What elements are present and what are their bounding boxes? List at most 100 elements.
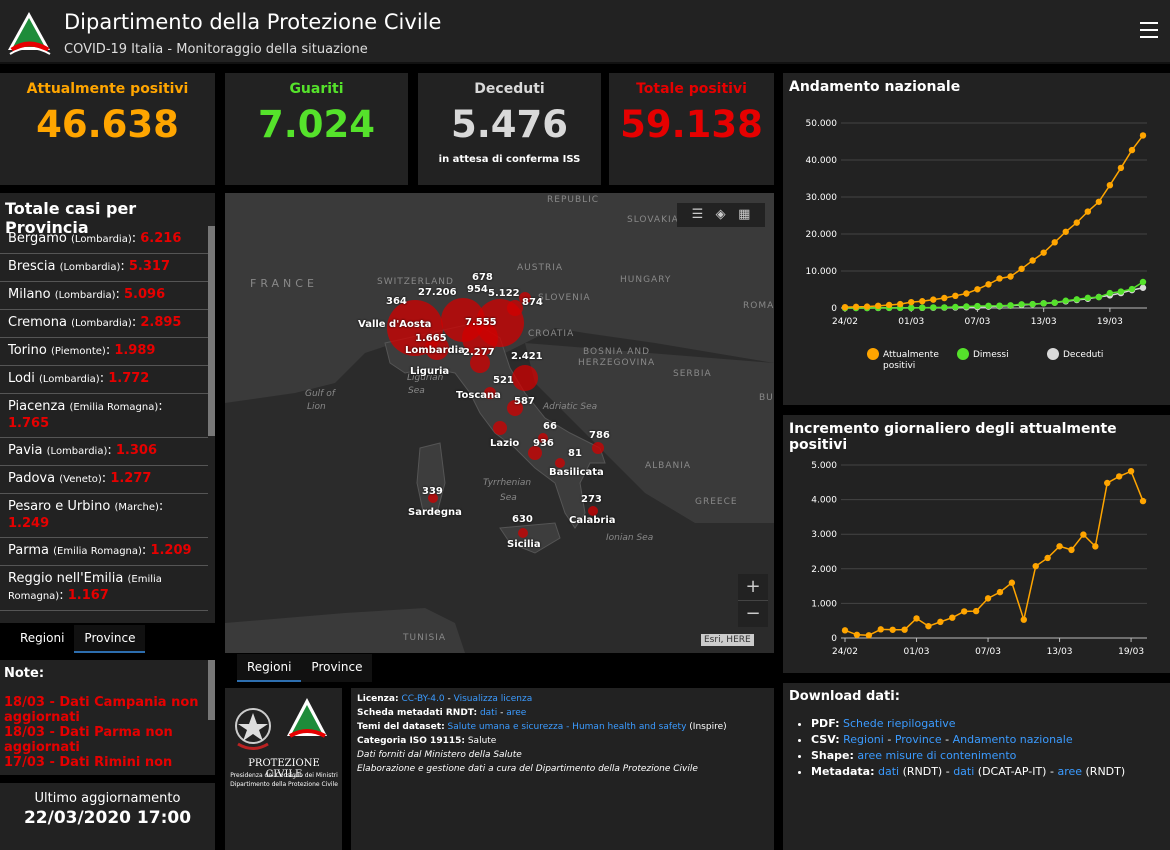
tab-regioni[interactable]: Regioni: [10, 625, 75, 653]
iso-value: Salute: [467, 736, 497, 746]
province-item[interactable]: Cremona (Lombardia): 2.895: [0, 310, 208, 338]
x-tick-label: 07/03: [964, 317, 990, 327]
province-item[interactable]: Pavia (Lombardia): 1.306: [0, 438, 208, 466]
data-point: [1139, 497, 1147, 505]
province-value: 1.167: [67, 588, 109, 603]
province-item[interactable]: Monza e della Brianza (Lombardia): 1.108: [0, 611, 208, 616]
province-item[interactable]: Pesaro e Urbino (Marche): 1.249: [0, 494, 208, 538]
province-item[interactable]: Milano (Lombardia): 5.096: [0, 282, 208, 310]
province-value: 6.216: [140, 231, 182, 246]
province-name: Reggio nell'Emilia: [8, 571, 124, 586]
map-label: HERZEGOVINA: [578, 358, 656, 368]
iso-label: Categoria ISO 19115:: [357, 736, 465, 746]
province-name: Lodi: [8, 371, 35, 386]
x-tick-label: 24/02: [832, 317, 858, 327]
data-point: [985, 281, 992, 288]
tab-province[interactable]: Province: [74, 625, 146, 653]
temi-link[interactable]: Salute umana e sicurezza - Human health …: [447, 722, 687, 732]
data-point: [963, 303, 970, 310]
data-point: [889, 626, 896, 633]
layers-icon[interactable]: ◈: [715, 207, 726, 222]
map-number: 66: [543, 421, 557, 432]
tab-map-province[interactable]: Province: [301, 654, 373, 682]
province-scrollbar[interactable]: [208, 226, 215, 436]
download-panel: Download dati: PDF: Schede riepilogative…: [783, 683, 1170, 850]
province-list[interactable]: Bergamo (Lombardia): 6.216 Brescia (Lomba…: [0, 226, 208, 616]
shape-link[interactable]: aree misure di contenimento: [857, 749, 1017, 762]
scheda-aree-link[interactable]: aree: [506, 708, 527, 718]
note-item: 17/03 - Dati Rimini non: [4, 755, 173, 770]
protezione-civile-emblem: [287, 698, 327, 738]
data-point: [984, 595, 992, 602]
data-point: [1051, 299, 1058, 306]
chart-andamento-panel: Andamento nazionale 0 10.000 20.000 30.000 4…: [783, 73, 1170, 405]
licenza-label: Licenza:: [357, 694, 399, 704]
header: Dipartimento della Protezione Civile COV…: [0, 0, 1170, 64]
map-city-label: Sicilia: [507, 539, 541, 550]
province-region: (Lombardia): [38, 374, 100, 385]
province-name: Pavia: [8, 443, 43, 458]
y-tick-label: 0: [831, 634, 837, 644]
map-number: 678: [472, 272, 493, 283]
notes-scrollbar[interactable]: [208, 660, 215, 720]
meta-dati-dcat-link[interactable]: dati: [953, 765, 975, 778]
map-number: 2.421: [511, 351, 543, 362]
data-point: [1007, 273, 1014, 280]
y-tick-label: 5.000: [811, 461, 837, 471]
zoom-in-button[interactable]: +: [738, 574, 768, 601]
map-city-label: Valle d'Aosta: [358, 319, 432, 330]
basemap-gallery-icon[interactable]: ▦: [738, 207, 751, 222]
hamburger-menu-icon[interactable]: [1140, 22, 1158, 43]
province-item[interactable]: Lodi (Lombardia): 1.772: [0, 366, 208, 394]
province-item[interactable]: Brescia (Lombardia): 5.317: [0, 254, 208, 282]
map-number: 587: [514, 396, 535, 407]
csv-regioni-link[interactable]: Regioni: [843, 733, 884, 746]
province-item[interactable]: Piacenza (Emilia Romagna): 1.765: [0, 394, 208, 438]
legend-marker: [867, 348, 879, 360]
province-item[interactable]: Bergamo (Lombardia): 6.216: [0, 226, 208, 254]
province-panel-title: Totale casi per Provincia: [5, 199, 137, 237]
province-item[interactable]: Torino (Piemonte): 1.989: [0, 338, 208, 366]
tab-map-regioni[interactable]: Regioni: [237, 654, 302, 682]
scheda-dati-link[interactable]: dati: [479, 708, 498, 718]
zoom-out-button[interactable]: −: [738, 601, 768, 627]
province-item[interactable]: Reggio nell'Emilia (Emilia Romagna): 1.1…: [0, 566, 208, 611]
province-value: 2.895: [140, 315, 182, 330]
map-number: 273: [581, 494, 602, 505]
licenza-link[interactable]: CC-BY-4.0: [401, 694, 445, 704]
stat-value: 46.638: [36, 103, 179, 146]
map-city-label: Sardegna: [408, 507, 462, 518]
data-point: [1051, 239, 1058, 246]
data-point: [961, 608, 968, 615]
map-number: 5.122: [488, 288, 520, 299]
province-item[interactable]: Parma (Emilia Romagna): 1.209: [0, 538, 208, 566]
pdf-link[interactable]: Schede riepilogative: [843, 717, 956, 730]
csv-province-link[interactable]: Province: [894, 733, 942, 746]
map-bubbles: [387, 292, 604, 538]
province-name: Padova: [8, 471, 56, 486]
data-point: [1018, 265, 1025, 273]
csv-andamento-link[interactable]: Andamento nazionale: [952, 733, 1073, 746]
map-label: SERBIA: [673, 369, 712, 379]
pdf-label: PDF:: [811, 717, 840, 730]
y-tick-label: 40.000: [806, 156, 838, 166]
map-label: TUNISIA: [403, 633, 446, 643]
visualizza-licenza-link[interactable]: Visualizza licenza: [453, 694, 533, 704]
y-tick-label: 1.000: [811, 599, 837, 609]
map-number: 1.665: [415, 333, 447, 344]
data-point: [1106, 181, 1114, 189]
province-item[interactable]: Padova (Veneto): 1.277: [0, 466, 208, 494]
data-point: [1139, 278, 1147, 286]
map-attribution[interactable]: Esri, HERE: [701, 634, 754, 646]
meta-aree-link[interactable]: aree: [1057, 765, 1083, 778]
data-point: [901, 626, 908, 633]
map-number: 364: [386, 296, 407, 307]
meta-dati-link[interactable]: dati: [877, 765, 900, 778]
list-icon[interactable]: ☰: [691, 207, 704, 222]
map-city-label: Basilicata: [549, 467, 604, 478]
data-point: [996, 588, 1004, 596]
stat-title: Deceduti: [474, 81, 545, 97]
map-panel[interactable]: REPUBLIC SLOVAKIA FRANCE SWITZERLAND AUS…: [225, 193, 774, 653]
data-point: [996, 275, 1003, 282]
logo-title: PROTEZIONE CIVILE: [248, 758, 320, 780]
